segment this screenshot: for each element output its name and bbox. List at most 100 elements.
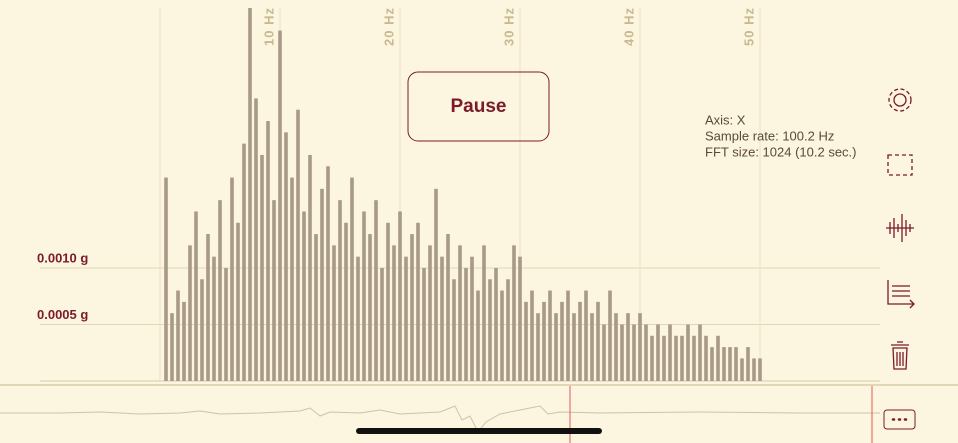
bar — [422, 267, 426, 381]
bar — [416, 222, 420, 381]
bar — [296, 109, 300, 382]
pause-label[interactable]: Pause — [451, 96, 507, 117]
timeline-waveform — [0, 405, 880, 433]
bar — [344, 222, 348, 381]
bar — [308, 154, 312, 381]
bar — [176, 290, 180, 381]
waveform-icon[interactable] — [886, 214, 914, 242]
bar — [584, 290, 588, 381]
bar — [722, 347, 726, 381]
bar — [614, 313, 618, 381]
bar — [602, 324, 606, 381]
trash-icon[interactable] — [891, 341, 909, 370]
settings-icon[interactable] — [888, 88, 912, 112]
more-button[interactable] — [883, 409, 916, 430]
bar — [464, 267, 468, 381]
bar — [368, 234, 372, 381]
bar — [566, 290, 570, 381]
y-tick-label: 0.0010 g — [37, 250, 88, 265]
bar — [656, 324, 660, 381]
bar — [272, 200, 276, 381]
x-tick-label: 20 Hz — [381, 7, 396, 46]
bar — [638, 313, 642, 381]
bar — [446, 234, 450, 381]
bar — [626, 313, 630, 381]
bar — [734, 347, 738, 381]
bar — [410, 234, 414, 381]
bar — [236, 222, 240, 381]
bar — [506, 279, 510, 381]
bar — [404, 256, 408, 381]
bar — [320, 188, 324, 381]
info-fft: FFT size: 1024 (10.2 sec.) — [705, 144, 857, 159]
select-icon[interactable] — [887, 154, 913, 176]
bar — [746, 347, 750, 381]
x-tick-label: 50 Hz — [741, 7, 756, 46]
bar — [596, 301, 600, 381]
bar — [740, 358, 744, 381]
bar — [698, 324, 702, 381]
bar — [458, 245, 462, 381]
bar — [314, 234, 318, 381]
bar — [428, 245, 432, 381]
bar — [194, 211, 198, 381]
bar — [284, 132, 288, 381]
bar — [380, 267, 384, 381]
bar — [536, 313, 540, 381]
bar — [332, 245, 336, 381]
bar — [680, 335, 684, 381]
info-rate: Sample rate: 100.2 Hz — [705, 128, 834, 143]
y-tick-label: 0.0005 g — [37, 307, 88, 322]
bar — [290, 177, 294, 381]
bar — [512, 245, 516, 381]
bar — [632, 324, 636, 381]
bar — [224, 267, 228, 381]
bar — [704, 335, 708, 381]
bar — [578, 301, 582, 381]
bar — [188, 245, 192, 381]
bar — [206, 234, 210, 381]
bar — [710, 347, 714, 381]
bar — [242, 143, 246, 381]
bar — [266, 121, 270, 381]
bar — [212, 256, 216, 381]
bar — [218, 200, 222, 381]
bar — [386, 222, 390, 381]
bar — [476, 290, 480, 381]
bar — [752, 358, 756, 381]
x-tick-label: 30 Hz — [501, 7, 516, 46]
bar — [452, 279, 456, 381]
x-tick-label: 40 Hz — [621, 7, 636, 46]
bar — [200, 279, 204, 381]
x-tick-label: 10 Hz — [261, 7, 276, 46]
bar — [440, 256, 444, 381]
bar — [470, 256, 474, 381]
bar — [260, 154, 264, 381]
bar — [302, 211, 306, 381]
bar — [362, 211, 366, 381]
bar — [758, 358, 762, 381]
bar — [548, 290, 552, 381]
list-icon[interactable] — [887, 280, 915, 309]
bar — [530, 290, 534, 381]
bar — [278, 30, 282, 382]
bar — [164, 177, 168, 381]
bar — [692, 335, 696, 381]
bar — [572, 313, 576, 381]
bar — [392, 245, 396, 381]
bar — [434, 188, 438, 381]
pause-button[interactable] — [407, 71, 550, 142]
info-axis: Axis: X — [705, 112, 746, 127]
bar — [662, 335, 666, 381]
bar — [608, 290, 612, 381]
bar — [398, 211, 402, 381]
bar — [518, 256, 522, 381]
bar — [590, 313, 594, 381]
bar — [254, 98, 258, 381]
bar — [488, 279, 492, 381]
bar — [620, 324, 624, 381]
bar — [554, 313, 558, 381]
bar — [182, 301, 186, 381]
